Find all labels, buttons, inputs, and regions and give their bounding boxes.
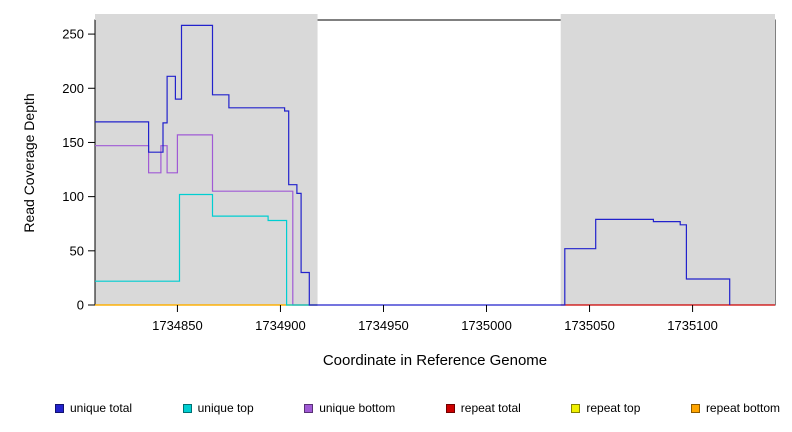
legend-item-repeat-bottom: repeat bottom [690,401,780,415]
x-tick-label: 1734950 [358,318,409,333]
series-line-unique-top [95,193,318,306]
shaded-region [95,14,318,305]
legend-label: repeat top [586,401,641,415]
legend-swatch-repeat-bottom [690,403,700,413]
y-axis-label: Read Coverage Depth [21,93,37,233]
legend-swatch-repeat-total [445,403,455,413]
series-line-unique-total [95,24,731,306]
legend-swatch-repeat-top [571,403,581,413]
y-tick-label: 100 [62,189,84,204]
x-tick-label: 1734900 [255,318,306,333]
x-axis-label: Coordinate in Reference Genome [322,352,548,369]
y-tick-label: 200 [62,81,84,96]
y-tick-label: 0 [77,298,84,313]
legend-item-repeat-top: repeat top [571,401,640,415]
legend-item-repeat-total: repeat total [445,401,521,415]
y-tick-label: 50 [70,243,84,258]
legend-item-unique-total: unique total [55,401,132,415]
legend-swatch-unique-total [55,403,64,413]
x-tick-label: 1735050 [564,318,615,333]
legend-label: unique total [70,401,133,415]
plot-area: 0 50 100 150 200 250 1734850 1734900 1734950 1735… [62,14,776,333]
y-tick-label: 150 [62,135,84,150]
legend-label: unique top [197,401,254,415]
y-tick-label: 250 [62,27,84,42]
legend-label: repeat total [460,401,521,415]
legend-label: repeat bottom [705,401,780,415]
legend-item-unique-top: unique top [182,401,254,415]
x-tick-label: 1734850 [152,318,203,333]
shaded-region [560,14,775,305]
legend-swatch-unique-bottom [304,403,314,413]
series-line-unique-bottom [95,134,318,306]
legend-item-unique-bottom: unique bottom [304,401,395,415]
legend-swatch-unique-top [182,403,192,413]
legend-label: unique bottom [319,401,396,415]
legend: unique total unique top unique bottom repea… [55,398,780,418]
x-tick-label: 1735000 [461,318,512,333]
x-tick-label: 1735100 [667,318,718,333]
